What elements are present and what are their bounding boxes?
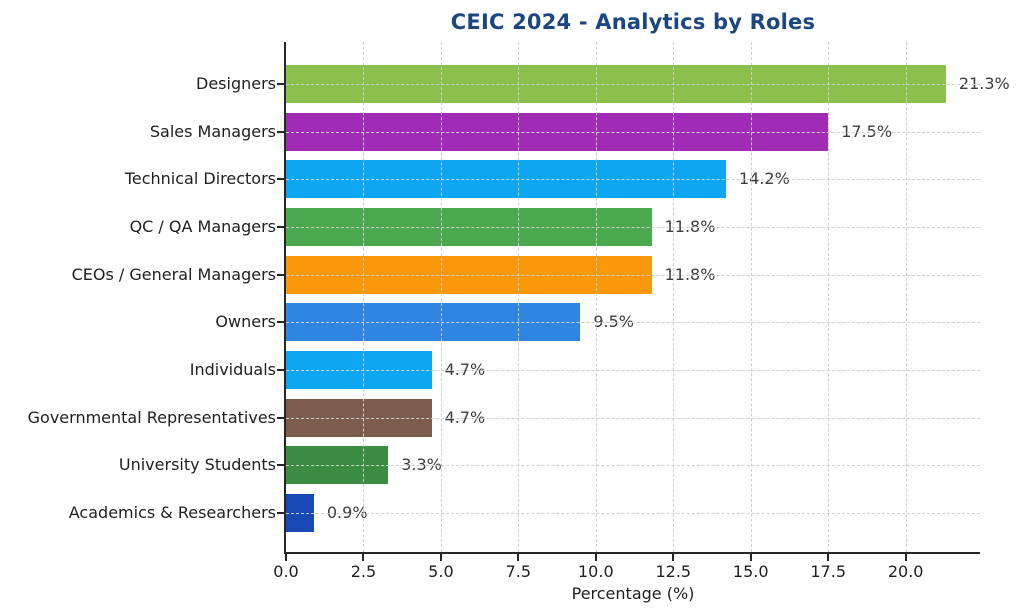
gridline-vertical xyxy=(673,42,675,552)
gridline-vertical xyxy=(363,42,365,552)
x-axis-tick xyxy=(749,554,752,561)
gridline-horizontal xyxy=(286,417,980,419)
x-tick-label: 10.0 xyxy=(578,562,614,581)
value-label: 0.9% xyxy=(326,502,368,522)
x-axis-tick xyxy=(672,554,675,561)
gridline-vertical xyxy=(828,42,830,552)
value-label: 3.3% xyxy=(401,455,442,475)
gridline-horizontal xyxy=(286,322,980,324)
x-tick-label: 5.0 xyxy=(428,562,454,581)
gridline-vertical xyxy=(440,42,442,552)
gridline-vertical xyxy=(750,42,752,552)
gridline-horizontal xyxy=(286,226,980,228)
plot-area xyxy=(284,42,980,554)
y-axis-tick xyxy=(277,464,284,467)
gridline-horizontal xyxy=(286,84,980,85)
chart-title: CEIC 2024 - Analytics by Roles xyxy=(450,10,816,34)
value-label: 11.8% xyxy=(664,216,716,236)
y-axis-tick xyxy=(277,368,284,371)
value-label: 4.7% xyxy=(444,359,486,379)
gridline-vertical xyxy=(518,42,520,552)
category-label: Owners xyxy=(215,312,276,332)
y-axis-tick xyxy=(277,416,284,419)
gridline-horizontal xyxy=(286,274,980,276)
gridline-vertical xyxy=(595,42,597,552)
gridline-horizontal xyxy=(286,369,980,371)
x-axis-tick xyxy=(827,554,830,561)
category-label: Designers xyxy=(196,74,276,93)
x-tick-label: 2.5 xyxy=(350,562,377,581)
gridline-horizontal xyxy=(286,131,980,133)
x-tick-label: 15.0 xyxy=(732,562,769,581)
x-axis-title: Percentage (%) xyxy=(571,584,695,603)
y-axis-tick xyxy=(277,225,284,228)
x-axis-tick xyxy=(362,554,365,561)
x-axis-tick xyxy=(594,554,597,561)
y-axis-tick xyxy=(277,130,284,133)
x-tick-label: 12.5 xyxy=(655,562,692,581)
value-label: 9.5% xyxy=(593,312,634,332)
value-label: 4.7% xyxy=(444,407,486,427)
x-axis-tick xyxy=(439,554,442,561)
gridline-horizontal xyxy=(286,179,980,181)
y-axis-tick xyxy=(277,511,284,514)
category-label: Sales Managers xyxy=(149,121,276,141)
x-tick-label: 20.0 xyxy=(887,562,924,581)
x-tick-label: 0.0 xyxy=(273,562,299,581)
value-label: 21.3% xyxy=(958,74,1010,93)
y-axis-tick xyxy=(277,178,284,181)
value-label: 11.8% xyxy=(664,264,716,284)
y-axis-tick xyxy=(277,273,284,276)
category-label: QC / QA Managers xyxy=(129,216,276,236)
category-label: Governmental Representatives xyxy=(27,407,276,427)
x-axis-tick xyxy=(904,554,907,561)
category-label: Technical Directors xyxy=(124,169,276,189)
value-label: 17.5% xyxy=(841,121,893,141)
category-label: University Students xyxy=(118,455,276,475)
x-axis-tick xyxy=(285,554,287,561)
gridline-horizontal xyxy=(286,512,980,514)
y-axis-tick xyxy=(277,321,284,324)
category-label: Academics & Researchers xyxy=(68,502,276,522)
gridline-vertical xyxy=(905,42,907,552)
x-axis-tick xyxy=(517,554,520,561)
gridline-horizontal xyxy=(286,465,980,467)
x-tick-label: 17.5 xyxy=(810,562,846,581)
x-tick-label: 7.5 xyxy=(505,562,532,581)
y-axis-tick xyxy=(277,83,284,85)
category-label: CEOs / General Managers xyxy=(71,264,276,284)
category-label: Individuals xyxy=(189,359,276,379)
